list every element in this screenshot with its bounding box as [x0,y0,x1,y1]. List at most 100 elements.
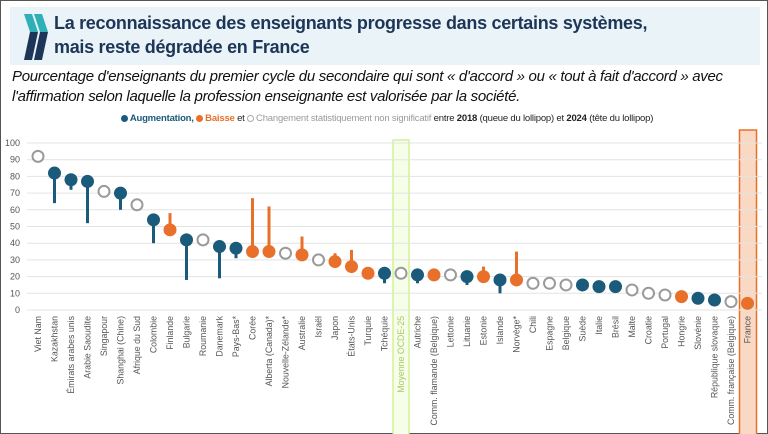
x-tick-label: Colombie [149,316,159,353]
legend-nonsig: Changement statistiquement non significa… [256,113,432,124]
lollipop-head [196,233,210,247]
subtitle-and-legend: Pourcentage d'enseignants du premier cyc… [12,67,762,125]
x-tick-label: Norvège* [512,315,522,352]
lollipop-head [675,290,688,304]
lollipop-head [394,266,408,280]
chart-legend: Augmentation, Baisse et Changement stati… [12,113,762,125]
x-tick-label: Estonie [479,316,489,345]
x-tick-label: Shanghai (Chine) [116,316,126,385]
lollipop-head [48,166,61,180]
y-tick-label: 0 [15,305,20,315]
lollipop-head [691,291,705,305]
lollipop-head [510,273,523,287]
legend-increase: Augmentation, [129,113,194,124]
y-tick-label: 100 [5,138,20,148]
x-tick-label: Afrique du Sud [132,316,142,374]
lollipop-head [64,173,78,187]
y-tick-label: 80 [10,171,20,181]
lollipop-head [163,223,177,237]
x-tick-label: Comm. française (Belgique) [726,316,736,425]
lollipop-head [609,280,622,294]
lollipop-head [279,246,292,260]
x-tick-label: Israël [314,316,324,338]
x-tick-label: Turquie [363,316,373,346]
x-tick-label: Portugal [660,316,670,349]
increase-dot-icon [120,114,128,122]
x-tick-label: Danemark [215,315,225,356]
lollipop-head [31,149,45,163]
lollipop-head [708,293,721,307]
x-tick-label: Croatie [644,316,654,344]
lollipop-head [477,270,490,284]
oecd-average-highlight [392,139,410,434]
x-tick-label: Suède [578,316,588,342]
decrease-dot-icon [196,114,204,122]
lollipop-head [180,233,193,247]
lollipop-head [229,241,243,255]
lollipop-head [460,270,474,284]
x-tick-label: Nouvelle-Zélande* [281,315,291,388]
lollipop-head [559,278,573,292]
lollipop-head [427,268,441,282]
lollipop-head [246,245,259,259]
x-tick-label: Brésil [611,316,621,338]
x-tick-label: Corée [248,316,258,340]
x-tick-label: Belgique [561,316,571,350]
x-tick-label: Pays-Bas* [231,315,241,357]
lollipop-head [576,278,589,292]
legend-and-2: et [556,113,564,124]
lollipop-head [262,245,276,259]
y-tick-label: 30 [10,255,20,265]
lollipop-head [493,273,507,287]
lollipop-head [444,268,457,282]
x-tick-label: Tchéquie [380,316,390,351]
x-tick-label: Viet Nam [33,316,43,352]
legend-and: et [237,113,245,124]
x-tick-label: Finlande [165,316,175,350]
lollipop-head [130,198,144,212]
legend-between: entre [433,113,455,124]
x-tick-label: France [743,316,753,343]
lollipop-head [724,295,738,309]
x-tick-label: Espagne [545,316,555,351]
legend-decrease: Baisse [205,113,235,124]
y-tick-label: 90 [10,155,20,165]
x-tick-label: Australie [297,316,307,350]
x-tick-label: Malte [627,316,637,338]
x-tick-label: Italie [594,316,604,335]
lollipop-head [295,248,309,262]
x-tick-label: Arabie Saoudite [83,316,93,379]
lollipop-head [97,184,111,198]
x-tick-label: États-Unis [347,315,357,356]
x-tick-label: République slovaque [710,316,720,398]
header-band [10,7,760,65]
lollipop-head [147,213,160,227]
oecd-logo-icon [24,14,48,60]
lollipop-head [81,174,94,188]
x-tick-label: Japon [330,316,340,340]
x-tick-label: Comm. flamande (Belgique) [429,316,439,426]
lollipop-head [361,266,375,280]
lollipop-head [543,276,556,290]
chart-subtitle: Pourcentage d'enseignants du premier cyc… [12,68,723,105]
x-tick-label: Kazakhstan [50,316,60,362]
legend-tail: (queue du lollipop) [479,113,555,124]
legend-year-2018: 2018 [456,113,478,124]
lollipop-head [658,288,672,302]
y-tick-label: 10 [10,288,20,298]
legend-year-2024: 2024 [566,113,587,124]
title-line-2: mais reste dégradée en France [54,37,310,57]
y-tick-label: 20 [10,272,20,282]
lollipop-head [411,268,424,282]
lollipop-head [213,240,226,254]
x-tick-label: Bulgarie [182,316,192,348]
lollipop-head [625,283,639,297]
lollipop-head [114,186,127,200]
x-tick-label: Slovénie [693,316,703,350]
lollipop-head [328,255,342,269]
x-tick-label: Lettonie [446,316,456,347]
x-tick-label: Roumanie [198,316,208,356]
x-tick-label: Chili [528,316,538,333]
title-line-1: La reconnaissance des enseignants progre… [54,13,648,33]
